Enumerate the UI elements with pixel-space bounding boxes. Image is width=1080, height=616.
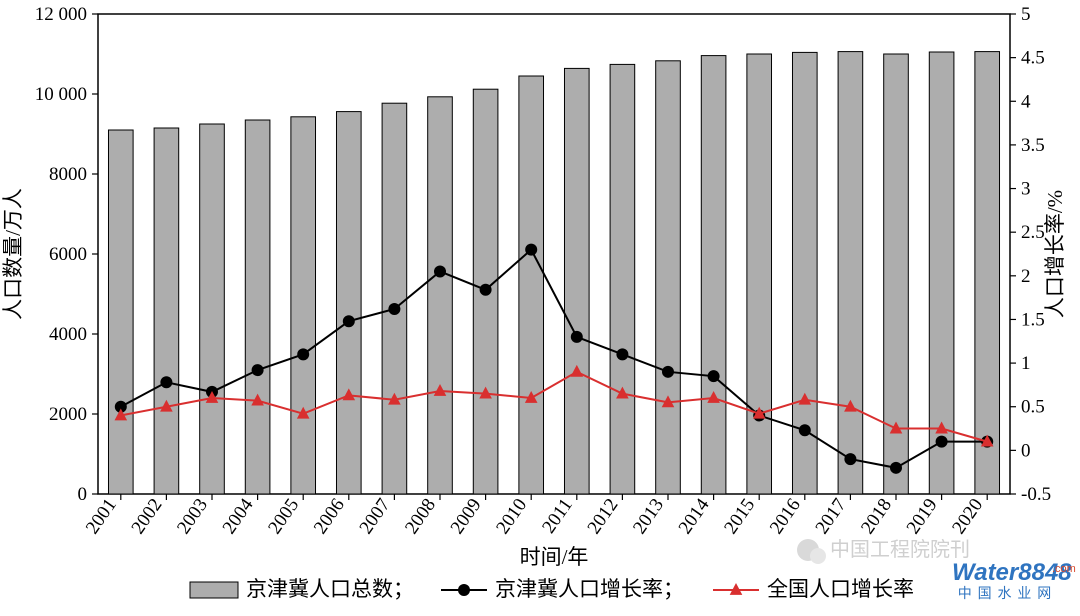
bar bbox=[747, 54, 772, 494]
bar bbox=[975, 52, 1000, 494]
ytick-right-label: 5 bbox=[1021, 4, 1031, 25]
y-left-label: 人口数量/万人 bbox=[1, 188, 25, 320]
legend-swatch-bar bbox=[190, 582, 238, 598]
bar bbox=[154, 128, 179, 494]
chart-container: 0 2000 4000 6000 8000 10 000 12 000 -0.5 0 0.5 1 1.… bbox=[0, 0, 1080, 616]
legend-swatch-red-marker bbox=[730, 583, 743, 595]
ytick-right-label: -0.5 bbox=[1021, 484, 1051, 505]
xtick-label: 2010 bbox=[492, 495, 531, 538]
ytick-left-label: 6000 bbox=[49, 244, 87, 265]
black-series-marker bbox=[160, 376, 172, 388]
ytick-right-label: 0.5 bbox=[1021, 397, 1045, 418]
wechat-icon bbox=[810, 548, 826, 564]
ytick-right-label: 2 bbox=[1021, 266, 1031, 287]
ytick-left-label: 8000 bbox=[49, 164, 87, 185]
xtick-label: 2011 bbox=[538, 495, 577, 538]
ytick-right-label: 1 bbox=[1021, 353, 1031, 374]
xtick-label: 2002 bbox=[127, 495, 166, 538]
xtick-label: 2019 bbox=[903, 495, 942, 538]
black-series-marker bbox=[799, 424, 811, 436]
black-series-marker bbox=[480, 284, 492, 296]
xtick-label: 2013 bbox=[629, 495, 668, 538]
ytick-right-label: 0 bbox=[1021, 440, 1031, 461]
xtick-label: 2020 bbox=[948, 495, 987, 538]
ytick-right-label: 2.5 bbox=[1021, 222, 1045, 243]
legend-label-red: 全国人口增长率 bbox=[767, 577, 914, 601]
bar bbox=[382, 103, 407, 494]
xtick-label: 2017 bbox=[811, 495, 850, 538]
black-series-marker bbox=[571, 331, 583, 343]
black-series-marker bbox=[708, 370, 720, 382]
black-series-marker bbox=[616, 348, 628, 360]
black-series-marker bbox=[434, 265, 446, 277]
xtick-label: 2007 bbox=[355, 495, 394, 538]
xtick-label: 2008 bbox=[401, 495, 440, 538]
ytick-right-label: 4 bbox=[1021, 91, 1031, 112]
black-series-marker bbox=[890, 462, 902, 474]
xtick-label: 2015 bbox=[720, 495, 759, 538]
xtick-label: 2009 bbox=[447, 495, 486, 538]
bar bbox=[245, 120, 270, 494]
black-series-marker bbox=[388, 303, 400, 315]
bar bbox=[838, 52, 863, 494]
ytick-left-label: 4000 bbox=[49, 324, 87, 345]
legend-label-bar: 京津冀人口总数； bbox=[246, 577, 414, 601]
bar bbox=[610, 64, 635, 494]
chart-svg: 0 2000 4000 6000 8000 10 000 12 000 -0.5 0 0.5 1 1.… bbox=[0, 0, 1080, 616]
xtick-label: 2018 bbox=[857, 495, 896, 538]
xtick-label: 2006 bbox=[310, 495, 349, 538]
bar bbox=[108, 130, 133, 494]
xtick-label: 2014 bbox=[675, 494, 714, 538]
x-label: 时间/年 bbox=[520, 545, 589, 569]
black-series-marker bbox=[662, 366, 674, 378]
black-series-marker bbox=[297, 348, 309, 360]
black-series-marker bbox=[525, 244, 537, 256]
legend-label-black: 京津冀人口增长率； bbox=[495, 577, 684, 601]
watermark-b-sub: .com bbox=[1052, 563, 1076, 575]
ytick-right-label: 1.5 bbox=[1021, 309, 1045, 330]
watermark-c: 中 国 水 业 网 bbox=[958, 585, 1053, 601]
black-series-marker bbox=[252, 364, 264, 376]
black-series-marker bbox=[844, 453, 856, 465]
black-series-marker bbox=[343, 315, 355, 327]
y-right-label: 人口增长率/% bbox=[1043, 190, 1067, 318]
ytick-right-label: 3.5 bbox=[1021, 135, 1045, 156]
xtick-label: 2003 bbox=[173, 495, 212, 538]
bar bbox=[336, 112, 361, 494]
bar bbox=[564, 68, 589, 494]
black-series-marker bbox=[936, 436, 948, 448]
xtick-label: 2001 bbox=[82, 495, 121, 538]
bar bbox=[701, 56, 726, 494]
bar bbox=[291, 117, 316, 494]
bar bbox=[519, 76, 544, 494]
ytick-left-label: 0 bbox=[78, 484, 88, 505]
watermark-a: 中国工程院院刊 bbox=[830, 538, 970, 561]
xtick-label: 2016 bbox=[766, 495, 805, 538]
ytick-left-label: 2000 bbox=[49, 404, 87, 425]
xtick-label: 2005 bbox=[264, 495, 303, 538]
ytick-left-label: 10 000 bbox=[35, 84, 87, 105]
legend-swatch-black-marker bbox=[458, 584, 470, 596]
xtick-label: 2012 bbox=[583, 495, 622, 538]
ytick-right-label: 3 bbox=[1021, 179, 1031, 200]
xtick-label: 2004 bbox=[219, 494, 258, 538]
plot-frame bbox=[98, 14, 1010, 494]
ytick-right-label: 4.5 bbox=[1021, 48, 1045, 69]
bar bbox=[200, 124, 225, 494]
ytick-left-label: 12 000 bbox=[35, 4, 87, 25]
bar bbox=[656, 61, 681, 494]
bar bbox=[428, 97, 453, 494]
